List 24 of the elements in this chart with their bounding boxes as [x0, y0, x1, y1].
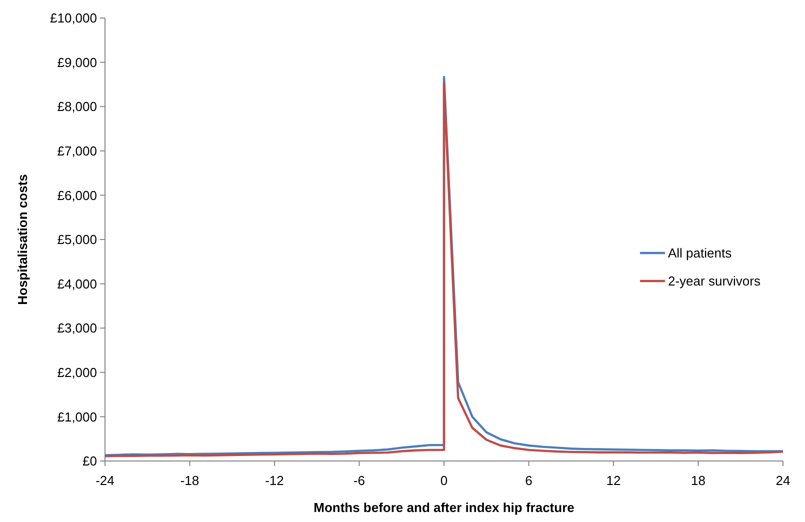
y-tick-label: £8,000	[57, 99, 97, 114]
x-tick-label: -24	[96, 473, 114, 488]
y-tick-label: £1,000	[57, 409, 97, 424]
y-tick-label: £2,000	[57, 364, 97, 380]
y-tick-label: £9,000	[57, 54, 97, 70]
y-tick-label: £6,000	[57, 188, 97, 203]
x-tick-label: 6	[525, 473, 532, 488]
y-tick-label: £4,000	[57, 276, 97, 292]
x-tick-label: 12	[606, 473, 621, 488]
x-tick-label: 18	[691, 473, 706, 488]
x-tick-label: 24	[776, 473, 790, 488]
x-axis-title: Months before and after index hip fracture	[314, 500, 574, 515]
y-tick-label: £0	[82, 454, 97, 469]
x-tick-label: -12	[265, 473, 284, 488]
x-tick-label: -18	[180, 473, 200, 488]
y-tick-label: £10,000	[50, 10, 97, 26]
legend-label: All patients	[668, 246, 732, 261]
y-axis-title: Hospitalisation costs	[15, 174, 30, 305]
y-tick-label: £7,000	[57, 143, 97, 158]
legend-label: 2-year survivors	[668, 274, 761, 289]
x-tick-label: 0	[440, 473, 448, 488]
y-tick-label: £5,000	[57, 232, 97, 248]
x-tick-label: -6	[353, 473, 366, 488]
y-tick-label: £3,000	[57, 320, 97, 336]
